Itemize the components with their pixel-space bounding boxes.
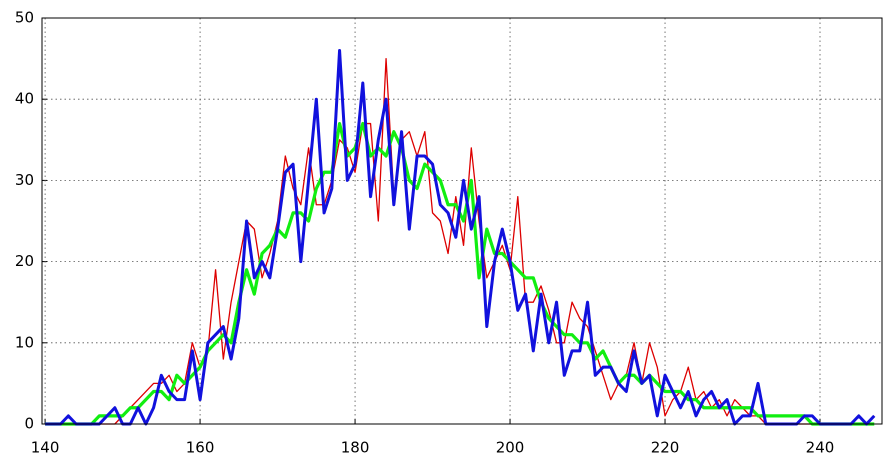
plot-frame — [41, 17, 883, 425]
y-tick-label: 30 — [15, 171, 34, 189]
x-tick-label: 220 — [651, 439, 680, 457]
data-line — [45, 121, 875, 426]
y-tick-label: 40 — [15, 90, 34, 108]
data-line — [45, 57, 875, 425]
y-tick-label: 50 — [15, 9, 34, 27]
x-tick-label: 180 — [341, 439, 370, 457]
x-tick-label: 140 — [31, 439, 60, 457]
x-tick-label: 240 — [806, 439, 835, 457]
y-tick-label: 0 — [24, 415, 34, 433]
data-line — [45, 48, 876, 426]
x-tick-label: 200 — [496, 439, 525, 457]
x-tick-label: 160 — [186, 439, 215, 457]
y-tick-label: 20 — [15, 252, 34, 270]
y-tick-label: 10 — [15, 333, 34, 351]
